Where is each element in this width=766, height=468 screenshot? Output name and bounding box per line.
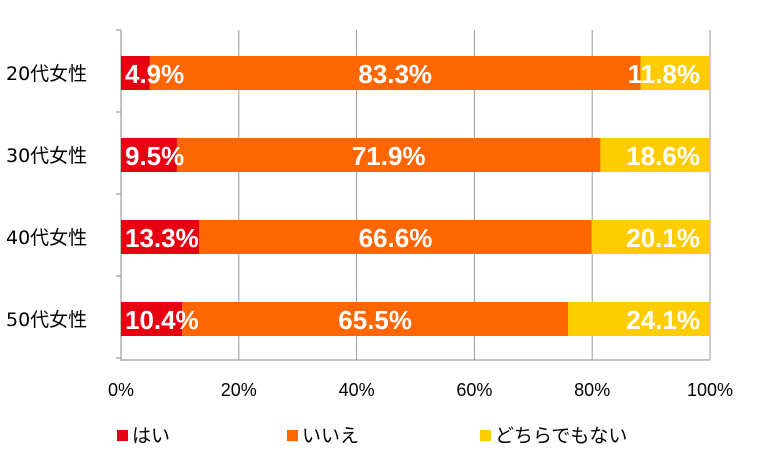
bars: 4.9% 83.3% 11.8% 9.5% 71.9% 18.6% 13.3% 66.6% 20…	[121, 56, 710, 336]
bar-segment	[640, 56, 710, 90]
data-label: 66.6%	[359, 223, 433, 253]
legend: はい いいえ どちらでもない	[117, 425, 627, 447]
data-label: 71.9%	[352, 141, 426, 171]
legend-label: はい	[132, 425, 170, 447]
legend-swatch	[117, 430, 128, 441]
bar-segment	[568, 302, 710, 336]
bar-segment	[121, 302, 183, 336]
legend-swatch	[287, 430, 298, 441]
data-label: 10.4%	[125, 305, 199, 335]
data-label: 83.3%	[358, 59, 432, 89]
category-label: 20代女性	[6, 63, 87, 85]
category-label: 30代女性	[6, 145, 87, 167]
x-tick-label: 40%	[339, 380, 375, 400]
category-label: 40代女性	[6, 227, 87, 249]
x-tick-label: 80%	[574, 380, 610, 400]
data-label: 13.3%	[125, 223, 199, 253]
bar-segment	[121, 220, 200, 254]
bar-segment	[199, 220, 592, 254]
legend-item: いいえ	[287, 425, 359, 447]
category-label: 50代女性	[6, 309, 87, 331]
x-tick-label: 60%	[456, 380, 492, 400]
category-labels: 20代女性 30代女性 40代女性 50代女性	[6, 63, 87, 331]
x-tick-label: 0%	[108, 380, 134, 400]
bar-segment	[600, 138, 710, 172]
bar-segment	[121, 56, 150, 90]
x-tick-labels: 0% 20% 40% 60% 80% 100%	[108, 380, 733, 400]
data-label: 18.6%	[626, 141, 700, 171]
legend-item: はい	[117, 425, 170, 447]
legend-label: いいえ	[302, 425, 359, 447]
x-tick-label: 100%	[687, 380, 733, 400]
data-label: 4.9%	[125, 59, 184, 89]
legend-item: どちらでもない	[480, 425, 627, 447]
data-label: 11.8%	[628, 59, 700, 89]
legend-label: どちらでもない	[495, 425, 627, 447]
bar-segment	[121, 138, 177, 172]
bar-segment	[591, 220, 710, 254]
bar-segment	[149, 56, 641, 90]
data-label: 9.5%	[125, 141, 184, 171]
legend-swatch	[480, 430, 491, 441]
bar-segment	[176, 138, 601, 172]
data-label: 24.1%	[626, 305, 700, 335]
bar-segment	[182, 302, 569, 336]
data-label: 65.5%	[338, 305, 412, 335]
x-tick-label: 20%	[221, 380, 257, 400]
data-label: 20.1%	[626, 223, 700, 253]
